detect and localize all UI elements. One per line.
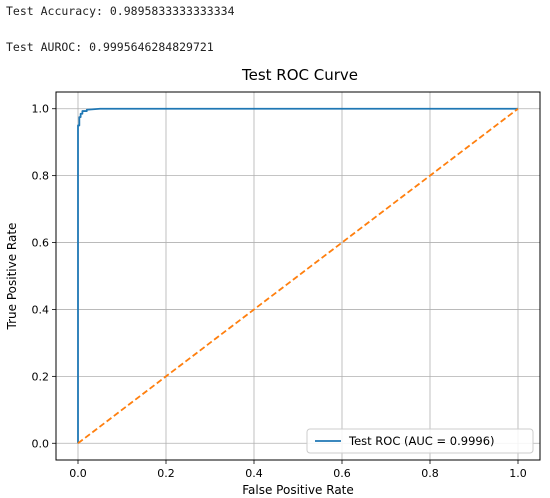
roc-curve-line [77, 107, 518, 444]
y-tick-label: 0.0 [32, 437, 50, 450]
x-tick-label: 0.8 [421, 467, 439, 480]
roc-chart: Test ROC Curve 0.0 0.2 0.4 0.6 0.8 1.00.00.20… [5, 66, 541, 497]
y-tick-label: 0.2 [32, 370, 50, 383]
x-tick-label: 0.2 [157, 467, 175, 480]
series-layer [77, 107, 519, 444]
chart-title: Test ROC Curve [241, 66, 358, 84]
auroc-label: Test AUROC: [6, 40, 83, 54]
y-tick-label: 0.4 [32, 303, 50, 316]
legend-box [306, 428, 534, 454]
x-tick-label: 0.4 [245, 467, 263, 480]
accuracy-value: 0.9895833333333334 [109, 4, 235, 18]
legend-label: Test ROC (AUC = 0.9996) [348, 434, 495, 448]
x-tick-label: 1.0 [509, 467, 527, 480]
x-axis-label: False Positive Rate [242, 483, 354, 497]
y-tick-label: 0.6 [32, 237, 50, 250]
y-tick-label: 0.8 [32, 170, 50, 183]
y-tick-label: 1.0 [32, 103, 50, 116]
auroc-output: Test AUROC: 0.9995646284829721 [6, 40, 214, 54]
accuracy-label: Test Accuracy: [6, 4, 103, 18]
x-tick-label: 0.0 [69, 467, 87, 480]
accuracy-output: Test Accuracy: 0.9895833333333334 [6, 4, 235, 18]
ticks: 0.0 0.2 0.4 0.6 0.8 1.0 0.0 0.2 0.4 0.6 0.8 1.0 [32, 103, 527, 480]
auroc-value: 0.9995646284829721 [89, 40, 214, 54]
legend: Test ROC (AUC = 0.9996) [306, 428, 534, 454]
x-tick-label: 0.6 [333, 467, 351, 480]
chance-diagonal-line [77, 108, 519, 444]
plot-frame [55, 91, 541, 461]
y-axis-label: True Positive Rate [5, 223, 19, 331]
